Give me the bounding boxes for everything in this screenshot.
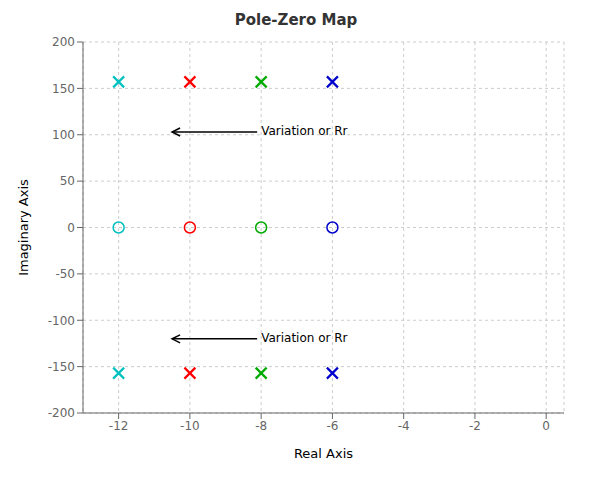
svg-text:Real Axis: Real Axis <box>294 446 353 461</box>
svg-text:-6: -6 <box>326 419 338 433</box>
svg-text:50: 50 <box>60 174 75 188</box>
svg-text:Variation or Rr: Variation or Rr <box>261 124 347 138</box>
svg-text:0: 0 <box>67 221 75 235</box>
svg-text:-10: -10 <box>180 419 200 433</box>
html-text:Pole-Zero Map: Pole-Zero Map <box>234 11 358 29</box>
svg-text:-8: -8 <box>255 419 267 433</box>
svg-text:200: 200 <box>52 35 75 49</box>
svg-text:-4: -4 <box>398 419 410 433</box>
svg-text:100: 100 <box>52 128 75 142</box>
svg-text:-150: -150 <box>48 360 75 374</box>
svg-text:-12: -12 <box>109 419 129 433</box>
svg-text:Imaginary Axis: Imaginary Axis <box>16 179 31 276</box>
svg-text:-200: -200 <box>48 406 75 420</box>
svg-text:0: 0 <box>542 419 550 433</box>
svg-text:-100: -100 <box>48 314 75 328</box>
svg-text:-50: -50 <box>55 267 75 281</box>
svg-text:150: 150 <box>52 82 75 96</box>
svg-text:-2: -2 <box>469 419 481 433</box>
svg-text:Variation or Rr: Variation or Rr <box>261 331 347 345</box>
